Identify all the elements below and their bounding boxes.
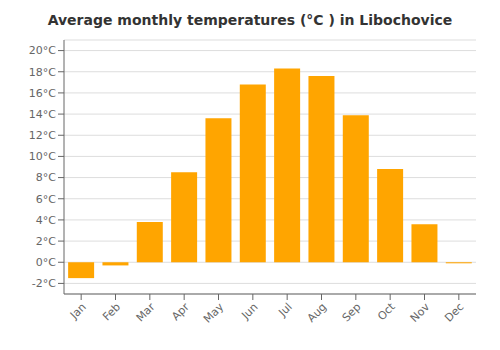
svg-text:Aug: Aug (305, 300, 329, 324)
svg-text:2°C: 2°C (36, 235, 56, 248)
svg-text:Dec: Dec (442, 300, 466, 324)
html-text:Average monthly temperatures (: Average monthly temperatures (°C ) in Li… (47, 12, 453, 28)
svg-text:20°C: 20°C (29, 44, 56, 57)
svg-text:14°C: 14°C (29, 108, 56, 121)
svg-text:Feb: Feb (100, 300, 123, 323)
svg-text:18°C: 18°C (29, 66, 56, 79)
svg-text:8°C: 8°C (36, 171, 56, 184)
svg-text:Mar: Mar (134, 300, 158, 324)
svg-text:16°C: 16°C (29, 87, 56, 100)
svg-text:Nov: Nov (408, 300, 433, 325)
svg-text:-2°C: -2°C (32, 277, 56, 290)
svg-text:10°C: 10°C (29, 150, 56, 163)
svg-text:6°C: 6°C (36, 193, 56, 206)
svg-text:Jan: Jan (67, 300, 89, 322)
svg-text:4°C: 4°C (36, 214, 56, 227)
svg-text:12°C: 12°C (29, 129, 56, 142)
svg-text:Apr: Apr (169, 300, 192, 323)
svg-text:Sep: Sep (340, 300, 364, 324)
svg-text:0°C: 0°C (36, 256, 56, 269)
svg-text:Jul: Jul (276, 300, 295, 319)
svg-text:May: May (201, 300, 227, 326)
svg-text:Jun: Jun (238, 300, 260, 322)
svg-text:Oct: Oct (375, 300, 398, 323)
